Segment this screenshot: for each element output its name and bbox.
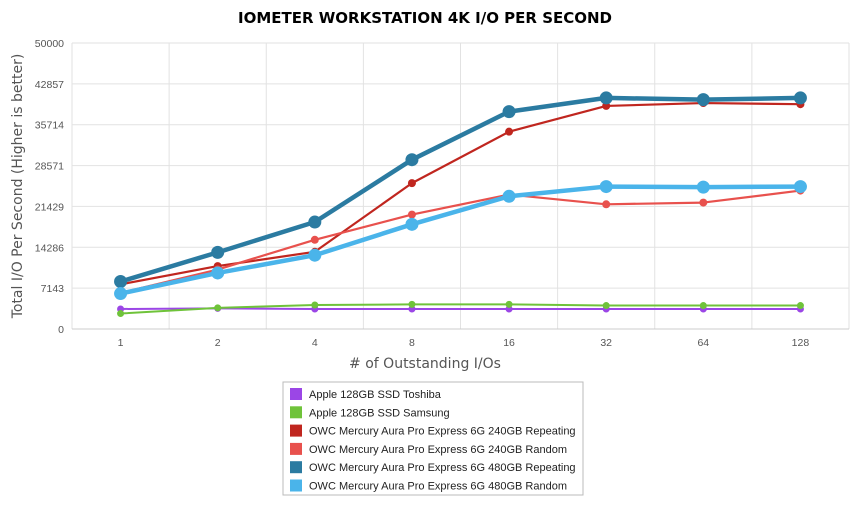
data-point (793, 91, 807, 105)
x-tick-label: 16 (503, 337, 515, 349)
x-gridlines (71, 43, 850, 329)
data-point (308, 248, 322, 262)
legend-label: Apple 128GB SSD Toshiba (309, 389, 442, 401)
data-point (214, 304, 222, 312)
y-tick-label: 50000 (35, 38, 64, 50)
series-2 (117, 300, 804, 318)
legend-swatch (290, 424, 302, 437)
data-point (505, 127, 514, 136)
legend-swatch (290, 461, 302, 474)
legend: Apple 128GB SSD Toshiba Apple 128GB SSD S… (282, 381, 584, 496)
legend-swatch (290, 406, 302, 419)
data-point (505, 300, 513, 308)
chart-title: IOMETER WORKSTATION 4K I/O PER SECOND (238, 9, 612, 27)
legend-label: OWC Mercury Aura Pro Express 6G 480GB Ra… (309, 481, 567, 493)
series-line (118, 95, 803, 284)
data-point (408, 300, 416, 308)
series-5 (114, 91, 807, 289)
y-tick-label: 21429 (35, 201, 64, 213)
y-tick-label: 35714 (35, 120, 64, 132)
data-point (502, 105, 516, 119)
legend-swatch (290, 479, 302, 492)
data-point (793, 180, 807, 194)
x-axis-label: # of Outstanding I/Os (349, 356, 501, 372)
series-6 (114, 180, 807, 301)
legend-label: OWC Mercury Aura Pro Express 6G 240GB Ra… (309, 444, 567, 456)
legend-box (282, 381, 584, 496)
data-point (405, 153, 419, 167)
y-tick-label: 42857 (35, 79, 64, 91)
data-point (310, 235, 319, 244)
data-point (211, 245, 225, 259)
data-point (502, 189, 516, 203)
data-point (696, 180, 710, 194)
x-tick-label: 128 (792, 337, 810, 349)
legend-swatch (290, 442, 302, 455)
x-tick-label: 32 (600, 337, 612, 349)
data-point (699, 198, 708, 207)
data-point (311, 301, 319, 309)
series-line (118, 184, 803, 296)
y-tick-label: 28571 (35, 161, 64, 173)
legend-label: OWC Mercury Aura Pro Express 6G 480GB Re… (309, 462, 576, 474)
y-tick-label: 7143 (41, 283, 65, 295)
data-point (211, 266, 225, 280)
series-layer (114, 91, 807, 318)
series-line (119, 189, 802, 295)
data-point (308, 215, 322, 229)
x-tick-label: 4 (312, 337, 318, 349)
data-point (696, 93, 710, 107)
series-line (119, 303, 802, 315)
legend-swatch (290, 388, 302, 400)
data-point (114, 287, 128, 301)
series-line (119, 307, 802, 310)
data-point (599, 180, 613, 194)
y-tick-label: 0 (58, 324, 64, 336)
data-point (114, 275, 128, 289)
data-point (405, 217, 419, 231)
y-tick-labels: 0 7143 14286 21429 28571 35714 42857 50000 (35, 38, 64, 336)
data-point (599, 91, 613, 105)
data-point (602, 302, 610, 310)
y-tick-label: 14286 (35, 242, 64, 254)
y-axis-label: Total I/O Per Second (Higher is better) (10, 54, 26, 320)
x-tick-label: 64 (697, 337, 709, 349)
legend-label: Apple 128GB SSD Samsung (309, 407, 450, 419)
data-point (796, 302, 804, 310)
x-tick-labels: 1 2 4 8 16 32 64 128 (118, 337, 810, 349)
y-gridlines (72, 42, 849, 330)
x-tick-label: 8 (409, 337, 415, 349)
data-point (407, 210, 416, 219)
x-tick-label: 2 (215, 337, 221, 349)
data-point (407, 179, 416, 188)
data-point (117, 310, 125, 318)
data-point (699, 302, 707, 310)
legend-label: OWC Mercury Aura Pro Express 6G 240GB Re… (309, 426, 576, 438)
data-point (602, 200, 611, 209)
x-tick-label: 1 (118, 337, 124, 349)
